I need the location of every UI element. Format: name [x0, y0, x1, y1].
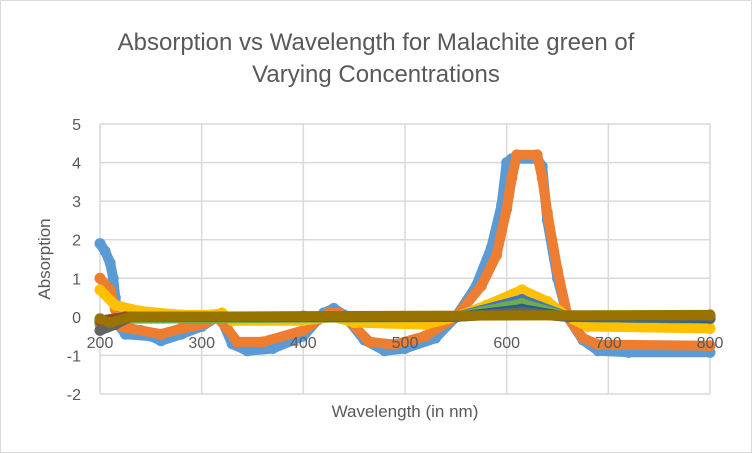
- x-tick-label: 500: [392, 335, 419, 352]
- data-point: [104, 257, 116, 269]
- data-point: [582, 321, 594, 332]
- y-tick-label: 5: [72, 117, 81, 134]
- data-point: [501, 203, 513, 215]
- data-point: [506, 172, 518, 184]
- data-point: [592, 339, 604, 351]
- data-point: [516, 284, 528, 296]
- x-tick-label: 300: [188, 335, 215, 352]
- series-10: [94, 309, 716, 329]
- x-tick-label: 800: [697, 335, 724, 352]
- data-point: [389, 339, 401, 351]
- data-point: [297, 310, 309, 322]
- data-point: [94, 284, 106, 296]
- data-point: [475, 280, 487, 292]
- data-point: [536, 172, 548, 184]
- data-point: [419, 330, 431, 342]
- data-point: [241, 345, 253, 357]
- data-point: [94, 324, 106, 336]
- data-point: [531, 149, 543, 161]
- y-tick-label: -1: [67, 348, 81, 365]
- chart-title-line1: Absorption vs Wavelength for Malachite g…: [117, 29, 635, 56]
- y-tick-label: 0: [72, 310, 81, 327]
- x-tick-label: 700: [595, 335, 622, 352]
- data-point: [297, 324, 309, 336]
- data-point: [552, 265, 563, 277]
- data-point: [491, 249, 502, 261]
- x-tick-label: 400: [290, 335, 317, 352]
- data-point: [231, 336, 243, 348]
- data-point: [704, 322, 716, 334]
- chart-title-line2: Varying Concentrations: [252, 61, 500, 88]
- data-point: [175, 322, 187, 334]
- data-point: [99, 245, 111, 257]
- data-point: [109, 299, 121, 311]
- data-point: [135, 324, 147, 336]
- y-tick-label: 3: [72, 194, 81, 211]
- y-axis-label: Absorption: [35, 218, 54, 299]
- x-tick-label: 600: [493, 335, 520, 352]
- y-tick-label: 1: [72, 271, 81, 288]
- data-point: [94, 313, 106, 325]
- data-point: [94, 272, 106, 284]
- data-point: [125, 311, 136, 323]
- data-point: [577, 332, 589, 344]
- y-tick-label: -2: [67, 387, 81, 404]
- data-point: [155, 328, 167, 340]
- data-point: [541, 207, 553, 219]
- data-point: [107, 272, 119, 284]
- data-point: [257, 336, 269, 348]
- x-tick-label: 200: [87, 335, 114, 352]
- y-tick-label: 2: [72, 233, 81, 250]
- x-axis-label: Wavelength (in nm): [332, 402, 479, 421]
- data-point: [363, 336, 375, 348]
- data-point: [704, 309, 716, 321]
- y-tick-label: 4: [72, 156, 81, 173]
- data-point: [267, 342, 279, 354]
- data-point: [511, 149, 523, 161]
- data-point: [104, 317, 116, 329]
- data-point: [704, 340, 716, 352]
